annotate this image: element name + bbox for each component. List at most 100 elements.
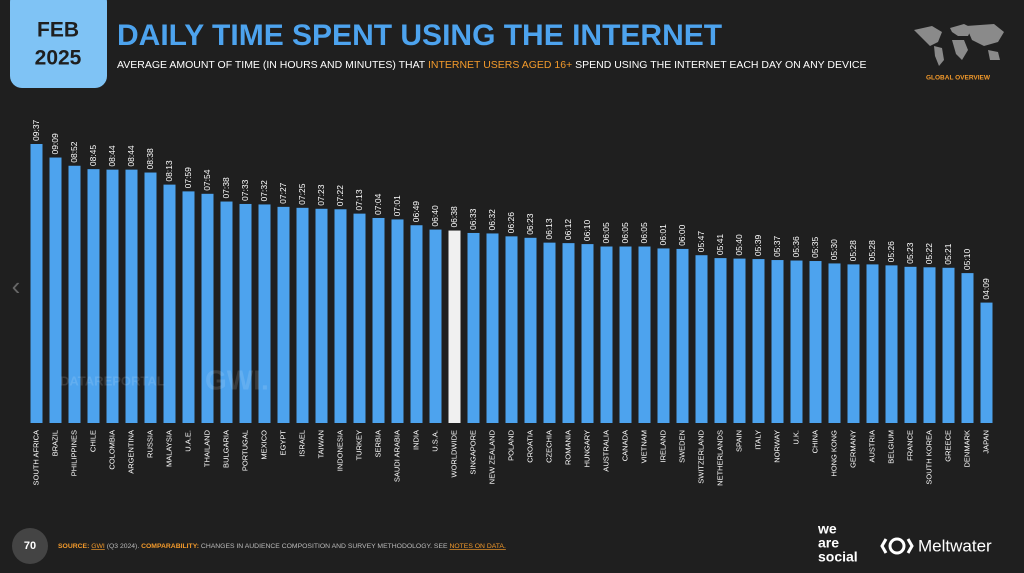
logo-text: social: [818, 549, 858, 565]
x-tick-label: TAIWAN: [316, 430, 325, 458]
page-number: 70: [24, 540, 36, 552]
bar: [391, 219, 404, 423]
value-label: 06:05: [620, 222, 630, 244]
bar: [201, 193, 214, 423]
value-label: 07:04: [373, 193, 383, 215]
x-tick-label: ISRAEL: [297, 430, 306, 457]
bar: [125, 169, 138, 423]
date-badge: [10, 0, 107, 88]
value-label: 05:47: [696, 231, 706, 253]
value-label: 06:49: [411, 201, 421, 223]
x-tick-label: NEW ZEALAND: [487, 429, 496, 484]
bar: [866, 264, 879, 423]
bar: [543, 242, 556, 423]
value-label: 06:38: [449, 206, 459, 228]
world-map-icon: [914, 24, 1004, 66]
bar: [106, 169, 119, 423]
bar: [942, 267, 955, 423]
x-tick-label: SWITZERLAND: [696, 429, 705, 483]
bar: [505, 236, 518, 423]
value-label: 05:28: [848, 240, 858, 262]
value-label: 08:52: [69, 141, 79, 163]
value-label: 06:33: [468, 208, 478, 230]
bar: [600, 246, 613, 423]
value-label: 06:01: [658, 224, 668, 246]
bar: [581, 244, 594, 423]
x-tick-label: PHILIPPINES: [69, 430, 78, 476]
x-tick-label: NORWAY: [772, 430, 781, 463]
value-label: 07:33: [240, 179, 250, 201]
x-tick-label: ROMANIA: [563, 430, 572, 465]
x-tick-label: SWEDEN: [677, 430, 686, 463]
value-label: 05:10: [962, 249, 972, 271]
value-label: 09:37: [31, 119, 41, 141]
bar: [220, 201, 233, 423]
x-tick-label: MEXICO: [259, 430, 268, 460]
x-tick-label: JAPAN: [981, 430, 990, 454]
chart: 09:37 SOUTH AFRICA 09:09 BRAZIL 08:52 PHILIPP…: [30, 119, 993, 486]
value-label: 07:32: [259, 180, 269, 202]
badge-month: FEB: [37, 19, 79, 42]
x-tick-label: AUSTRALIA: [601, 430, 610, 472]
notes-link[interactable]: NOTES ON DATA.: [449, 543, 506, 550]
source-link[interactable]: GWI: [91, 543, 105, 550]
bar: [695, 255, 708, 423]
bar: [980, 302, 993, 423]
value-label: 07:01: [392, 195, 402, 217]
x-tick-label: DENMARK: [962, 430, 971, 468]
bar: [429, 229, 442, 423]
value-label: 05:35: [810, 236, 820, 258]
x-tick-label: SAUDI ARABIA: [392, 430, 401, 482]
bar: [87, 169, 100, 423]
bar: [923, 267, 936, 423]
value-label: 05:21: [943, 243, 953, 265]
bar: [448, 230, 461, 423]
prev-arrow[interactable]: ‹: [12, 271, 21, 301]
value-label: 07:23: [316, 184, 326, 206]
x-tick-label: INDIA: [411, 430, 420, 450]
value-label: 08:13: [164, 160, 174, 182]
watermark: DATAREPORTAL: [60, 373, 165, 388]
badge-year: 2025: [35, 47, 82, 70]
x-tick-label: WORLDWIDE: [449, 430, 458, 478]
value-label: 05:40: [734, 234, 744, 256]
bar: [847, 264, 860, 423]
bar: [771, 260, 784, 423]
value-label: 05:28: [867, 240, 877, 262]
x-tick-label: COLOMBIA: [107, 430, 116, 470]
value-label: 05:39: [753, 235, 763, 257]
x-tick-label: CZECHIA: [544, 430, 553, 463]
x-tick-label: U.S.A.: [430, 430, 439, 452]
value-label: 08:38: [145, 148, 155, 170]
value-label: 07:54: [202, 169, 212, 191]
bar: [714, 258, 727, 423]
bar: [961, 273, 974, 423]
value-label: 05:37: [772, 236, 782, 258]
value-label: 06:13: [544, 218, 554, 240]
bar: [182, 191, 195, 423]
x-tick-label: RUSSIA: [145, 430, 154, 458]
bar: [410, 225, 423, 423]
value-label: 07:25: [297, 183, 307, 205]
value-label: 06:12: [563, 219, 573, 241]
bar: [638, 246, 651, 423]
x-tick-label: POLAND: [506, 429, 515, 460]
logo-text: Meltwater: [918, 536, 992, 555]
x-tick-label: THAILAND: [202, 429, 211, 467]
x-tick-label: IRELAND: [658, 429, 667, 462]
value-label: 05:41: [715, 234, 725, 256]
x-tick-label: EGYPT: [278, 430, 287, 456]
footer-source: SOURCE: GWI (Q3 2024). COMPARABILITY: CH…: [58, 543, 506, 550]
value-label: 05:36: [791, 236, 801, 258]
x-tick-label: TURKEY: [354, 430, 363, 460]
value-label: 06:32: [487, 209, 497, 231]
bar: [30, 144, 43, 423]
value-label: 05:23: [905, 242, 915, 264]
x-tick-label: CHINA: [810, 430, 819, 453]
bar: [353, 213, 366, 423]
bar: [486, 233, 499, 423]
bar: [752, 259, 765, 423]
x-tick-label: SOUTH AFRICA: [31, 430, 40, 485]
page-number-badge: [12, 528, 48, 564]
